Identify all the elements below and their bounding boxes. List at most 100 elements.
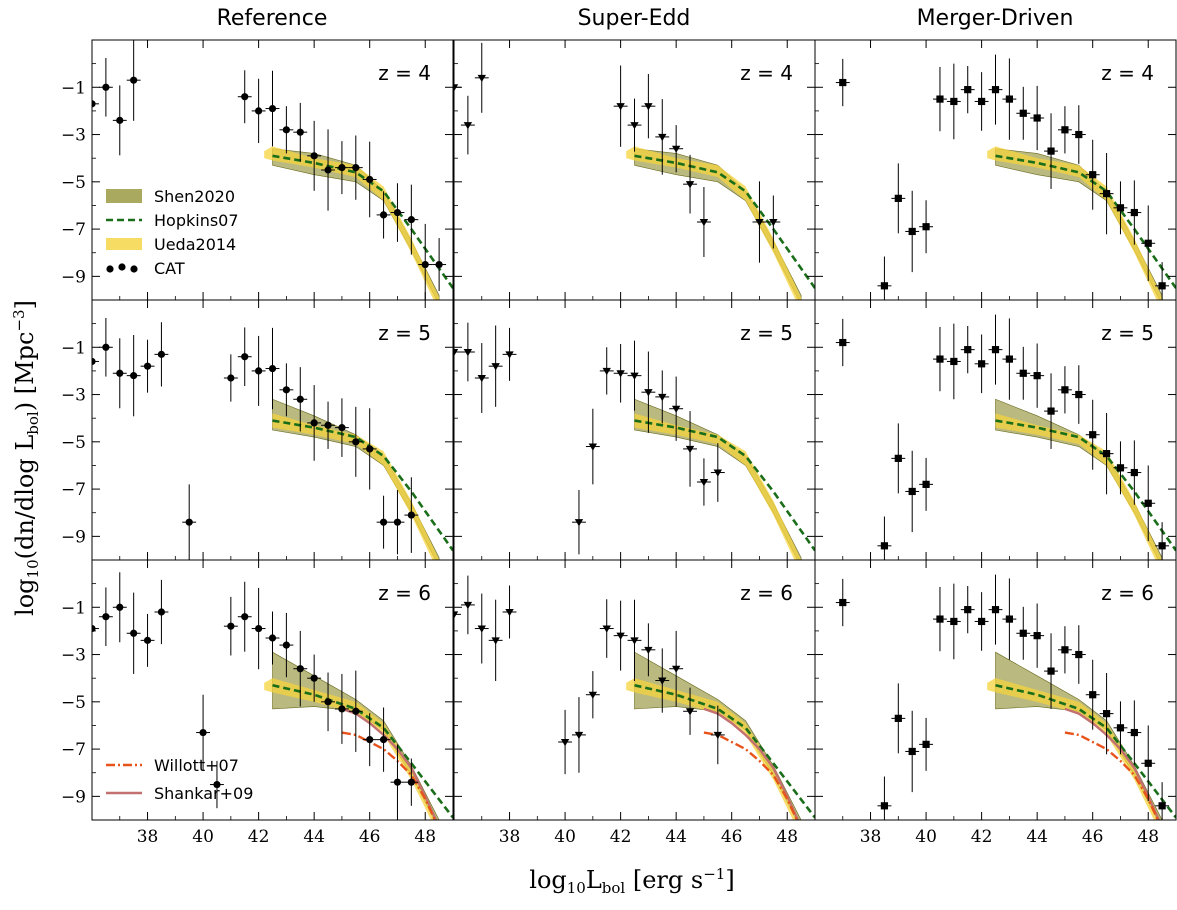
data-point [908,487,916,496]
data-point [407,778,415,786]
legend-top: Shen2020 Hopkins07 Ueda2014 CAT [106,187,239,278]
data-point [964,346,972,354]
data-point [130,372,138,380]
redshift-label: z = 5 [740,321,793,345]
data-point [880,282,889,290]
data-point [644,646,653,655]
ueda2014-band [264,146,440,300]
willott07-line [1064,731,1160,820]
data-point [454,611,459,619]
y-tick-label: −5 [61,173,86,193]
data-point [227,622,235,630]
redshift-label: z = 5 [1101,321,1154,345]
data-point [199,728,207,737]
data-point [268,364,277,373]
data-point [1033,114,1041,122]
data-point [685,181,695,189]
data-point [1061,386,1069,394]
hopkins07-line [634,154,815,289]
legend-label: Ueda2014 [154,235,236,254]
data-point [922,740,930,748]
data-point [908,227,916,236]
legend-label: Shen2020 [154,187,235,206]
data-point [338,424,346,432]
legend-item-shen2020: Shen2020 [106,187,235,206]
x-tick-label: 44 [1026,827,1048,847]
data-point [92,624,96,633]
data-point [102,343,110,351]
y-tick-label: −3 [61,126,86,146]
data-point [769,219,778,227]
shankar09-line [341,707,438,820]
data-point [1075,390,1083,399]
data-point [310,419,318,427]
data-point [366,445,374,453]
data-point [227,374,235,382]
data-point [366,175,374,184]
data-point [1047,147,1055,155]
data-point [255,624,263,633]
data-point [116,603,124,611]
y-tick-label: −3 [61,646,86,666]
redshift-label: z = 4 [378,61,431,85]
data-point [505,609,514,617]
data-point [454,84,459,92]
data-point [1033,632,1041,640]
data-point [324,698,332,706]
data-point [282,641,290,649]
data-point [157,608,166,616]
data-point [407,216,415,224]
panel-merger-driven-z6: 38 40 42 44 46 48 z = 6 [814,559,1177,847]
legend-swatch [130,265,138,273]
plot-area [454,42,815,300]
data-point [616,103,625,111]
plot-area [92,572,453,820]
data-point [699,219,709,227]
data-point [713,731,723,740]
x-axis-label: log10Lbol [erg s−1] [529,865,734,897]
data-point [352,438,360,446]
plot-area [92,40,453,300]
column-title-reference: Reference [217,6,328,31]
data-point [671,145,681,153]
y-tick-label: −5 [61,433,86,453]
data-point [296,128,304,136]
data-point [839,598,847,607]
legend-item-cat: CAT [106,259,185,278]
legend-swatch [106,189,142,203]
data-point [1061,126,1069,134]
data-point [157,350,166,358]
panel-super-edd-z5: z = 5 [453,299,816,561]
data-point [602,625,611,633]
data-point [185,518,193,526]
ueda2014-band [987,146,1163,300]
panel-merger-driven-z4: z = 4 [814,39,1177,301]
data-point [393,518,402,526]
legend-bottom: Willott+07 Shankar+09 [106,756,253,803]
data-point [950,617,958,626]
data-point [1019,629,1027,637]
y-axis-label: log10(dn/dlog Lbol) [Mpc−3] [10,300,42,616]
data-point [1075,650,1083,659]
data-point [936,615,944,623]
data-point [130,629,138,637]
data-point [338,705,346,713]
data-point [143,362,152,370]
legend-swatch [106,265,114,273]
data-point [755,219,764,227]
panel-super-edd-z4: z = 4 [453,39,816,301]
panel-reference-z5: −1 −3 −5 −7 −9 z = 5 [61,299,454,561]
column-title-super-edd: Super-Edd [578,6,691,31]
y-tick-label: −9 [61,787,86,807]
data-point [435,260,443,269]
data-point [894,194,902,202]
data-point [685,445,695,454]
data-point [1019,109,1027,117]
data-point [1116,724,1125,732]
data-point [310,152,318,160]
data-point [379,211,388,219]
plot-area [835,314,1176,560]
panel-frame [91,559,454,821]
data-point [102,613,110,621]
